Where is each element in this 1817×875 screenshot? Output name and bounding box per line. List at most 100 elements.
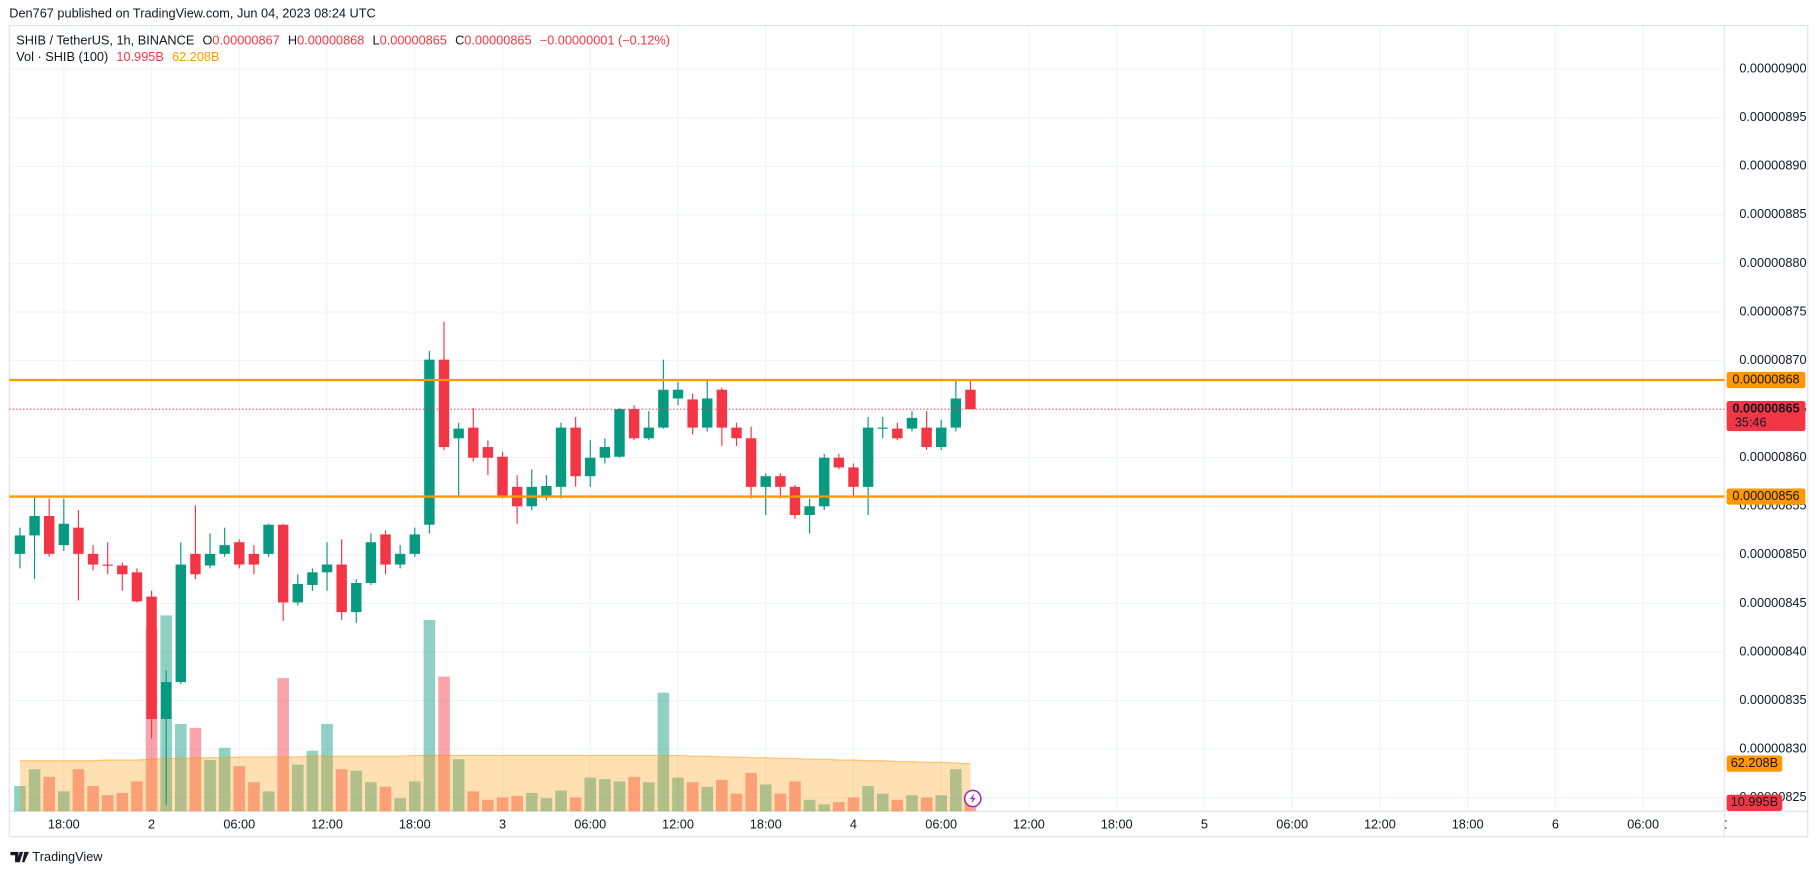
- ohlc-value: 0.00000867: [212, 33, 279, 48]
- ohlc-value: 0.00000865: [380, 33, 447, 48]
- y-tick-label: 0.00000890: [1739, 158, 1806, 173]
- candle-body: [102, 564, 113, 566]
- candle-body: [906, 417, 918, 429]
- candle-body: [29, 515, 40, 536]
- candle-body: [804, 506, 815, 516]
- symbol-title: SHIB / TetherUS, 1h, BINANCE: [16, 33, 194, 48]
- volume-bar: [803, 799, 816, 812]
- volume-tag-label: 10.995B: [1731, 794, 1778, 809]
- volume-bar: [116, 792, 129, 812]
- candle-body: [234, 542, 245, 565]
- volume-bar: [189, 727, 202, 812]
- candle-body: [950, 398, 962, 428]
- current-price-tag: [1726, 401, 1806, 432]
- volume-name: Vol · SHIB (100): [16, 49, 108, 64]
- volume-bar: [43, 776, 55, 812]
- candle-body: [321, 564, 333, 573]
- candle-body: [541, 485, 552, 497]
- volume-legend: Vol · SHIB (100) 10.995B 62.208B: [16, 49, 219, 64]
- x-tick-label: 06:00: [1627, 817, 1659, 832]
- candle-body: [745, 438, 757, 487]
- volume-bar: [408, 781, 421, 812]
- volume-bar: [277, 678, 289, 812]
- level-tag: [1726, 488, 1806, 505]
- footer-logo: [10, 851, 29, 863]
- ohlc-label: H: [288, 33, 297, 48]
- volume-bar: [789, 781, 801, 812]
- volume-bar: [920, 797, 933, 812]
- volume-bar: [847, 797, 860, 812]
- candle-body: [599, 447, 611, 458]
- x-tick-label: 12:00: [662, 817, 694, 832]
- candle-body: [438, 359, 450, 448]
- candle-body: [292, 583, 304, 603]
- candle-body: [248, 553, 260, 565]
- candle-body: [789, 486, 801, 516]
- volume-bar: [306, 750, 319, 812]
- candle-body: [175, 564, 187, 683]
- overlay-layer: 0.000008250.000008300.000008350.00000840…: [9, 61, 1807, 811]
- volume-bar: [58, 791, 70, 812]
- y-tick-label: 0.00000880: [1739, 255, 1806, 270]
- candle-body: [131, 572, 143, 602]
- ohlc-label: L: [373, 33, 380, 48]
- volume-bar: [87, 786, 99, 812]
- candle-body: [58, 523, 70, 546]
- candle-body: [219, 545, 230, 554]
- volume-bar: [584, 777, 597, 812]
- volume-bar: [569, 797, 582, 812]
- volume-bar: [248, 782, 260, 812]
- candle-body: [424, 359, 435, 525]
- volume-bar: [686, 782, 699, 812]
- candle-body: [965, 389, 976, 410]
- x-tick-label: 18:00: [399, 817, 431, 832]
- volume-bar: [204, 759, 216, 812]
- countdown-label: 35:46: [1735, 414, 1767, 429]
- volume-bar: [891, 799, 904, 812]
- volume-bar: [482, 799, 494, 812]
- volume-bar: [730, 793, 743, 812]
- volume-bar: [379, 786, 392, 812]
- volume-bar: [818, 804, 831, 812]
- volume-ma-tag: [1726, 755, 1783, 772]
- candle-body: [117, 565, 128, 575]
- candle-body: [877, 427, 888, 429]
- y-tick-label: 0.00000850: [1739, 546, 1806, 561]
- time-axis: 18:00 2 06:00 12:00 18:00 3 06:00 12:00 18:00 4 06…: [48, 817, 1727, 832]
- y-tick-label: 0.00000835: [1739, 692, 1806, 707]
- volume-bar: [496, 797, 509, 812]
- x-tick-label: 3: [499, 817, 506, 832]
- level-tag-label: 0.00000856: [1732, 488, 1799, 503]
- y-tick-label: 0.00000830: [1739, 740, 1806, 755]
- candle-body: [336, 564, 347, 613]
- level-tag-label: 0.00000868: [1732, 371, 1799, 386]
- volume-bar: [540, 798, 553, 812]
- y-tick-label: 0.00000840: [1739, 643, 1806, 658]
- candle-body: [585, 457, 596, 477]
- x-tick-label: 06:00: [223, 817, 255, 832]
- volume-bar: [175, 724, 187, 812]
- candle-body: [160, 682, 172, 719]
- candle-body: [307, 572, 318, 585]
- volume-bar: [101, 795, 114, 812]
- candle-body: [73, 527, 84, 554]
- ohlc-label: C: [455, 33, 464, 48]
- candle-body: [921, 427, 932, 448]
- y-tick-label: 0.00000845: [1739, 595, 1806, 610]
- volume-bar: [613, 781, 626, 812]
- candle-body: [555, 427, 567, 487]
- candle-body: [614, 409, 625, 457]
- candle-body: [687, 399, 698, 428]
- volume-bar: [335, 769, 348, 812]
- ohlc-label: O: [203, 33, 213, 48]
- y-tick-label: 0.00000900: [1739, 61, 1806, 76]
- x-tick-label: 5: [1201, 817, 1208, 832]
- x-tick-label: 12:00: [311, 817, 343, 832]
- volume-bar: [701, 786, 714, 812]
- candle-body: [643, 427, 654, 439]
- volume-bar: [394, 798, 406, 812]
- volume-bar: [642, 782, 655, 812]
- volume-bar: [350, 770, 363, 812]
